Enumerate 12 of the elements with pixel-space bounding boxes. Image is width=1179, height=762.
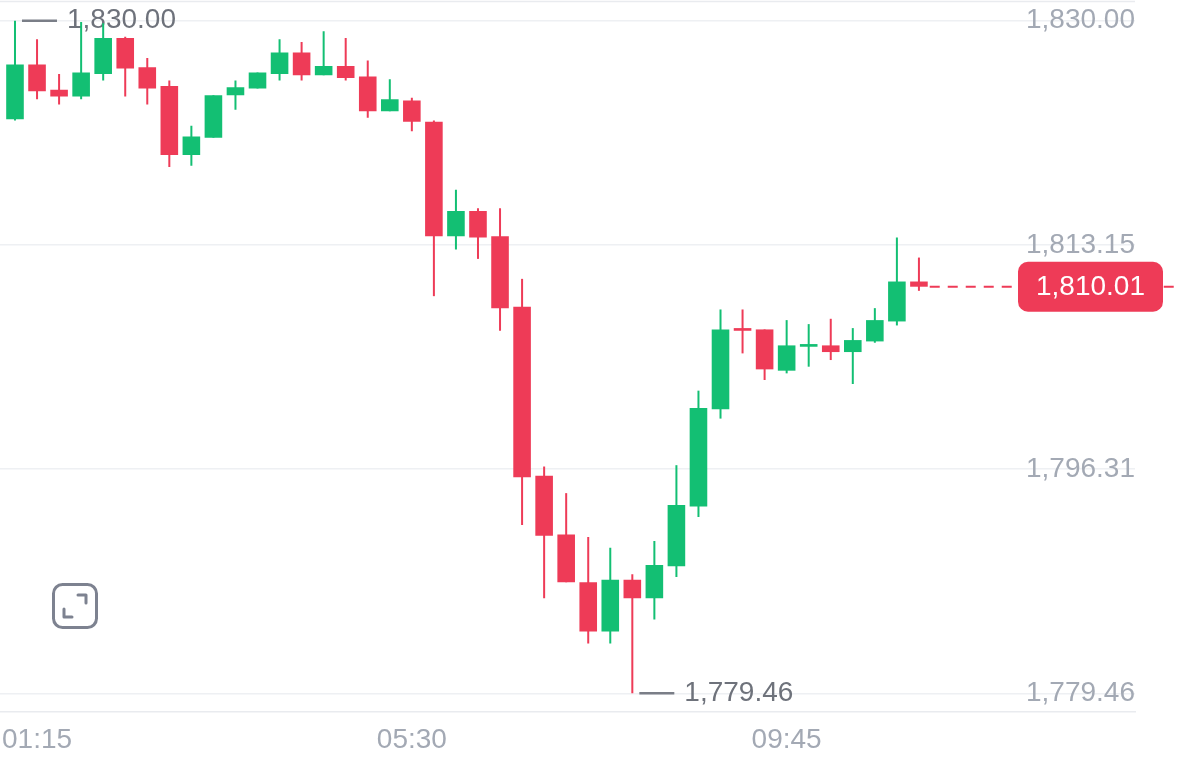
ref-line-label: 1,810.01 — [1036, 270, 1145, 302]
annotation: 1,779.46 — [684, 676, 794, 708]
candlestick — [733, 309, 752, 354]
x-tick-label: 01:15 — [2, 722, 73, 754]
y-tick-label: 1,830.00 — [1026, 3, 1135, 35]
candlestick — [799, 324, 818, 367]
annotation: 1,830.00 — [66, 3, 176, 35]
x-tick-label: 05:30 — [376, 722, 447, 754]
y-tick-label: 1,813.15 — [1026, 227, 1135, 259]
x-tick-label: 09:45 — [751, 722, 822, 754]
y-tick-label: 1,796.31 — [1026, 451, 1135, 483]
y-tick-label: 1,779.46 — [1026, 676, 1135, 708]
